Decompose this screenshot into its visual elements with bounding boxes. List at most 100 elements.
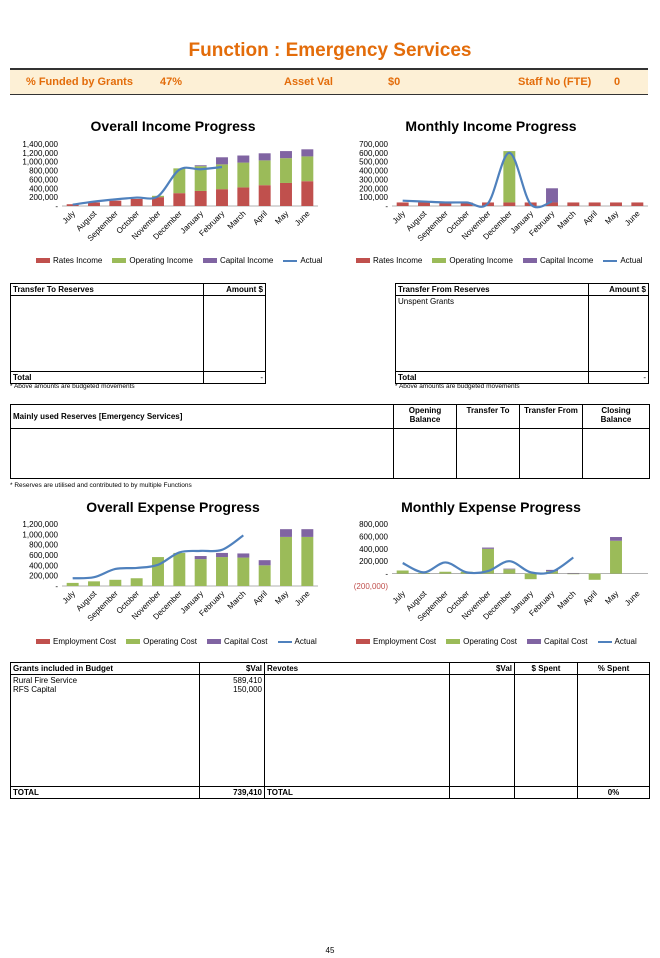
x-tick-label: March	[556, 209, 578, 231]
x-tick-label: June	[623, 209, 642, 228]
monthly-income-chart: 700,000600,000500,000400,000300,000200,0…	[359, 140, 648, 243]
legend-item: Rates Income	[356, 256, 422, 265]
bar-segment	[216, 557, 228, 586]
transfer-to-note: * Above amounts are budgeted movements	[10, 383, 135, 390]
bar-segment	[258, 560, 271, 566]
bar-segment	[280, 536, 292, 586]
revotes-total-label: TOTAL	[264, 786, 450, 799]
bar-segment	[216, 552, 228, 558]
grants-total-label: TOTAL	[10, 786, 200, 799]
grants-header: Grants included in Budget	[10, 662, 200, 675]
legend-item: Rates Income	[36, 256, 102, 265]
bar-segment	[237, 553, 250, 558]
grants-revotes-table: Grants included in Budget $Val Revotes $…	[10, 662, 650, 799]
page-title: Function : Emergency Services	[188, 40, 472, 61]
legend-label: Operating Cost	[463, 637, 517, 646]
actual-line	[402, 556, 574, 575]
legend-swatch	[126, 639, 141, 644]
legend-label: Actual	[300, 256, 323, 265]
reserves-header: Mainly used Reserves [Emergency Services…	[10, 404, 394, 429]
bar-segment	[588, 202, 601, 206]
transfer-from-total-value: -	[588, 371, 649, 384]
grants-total-value: 739,410	[199, 786, 265, 799]
y-tick-label: 400,000	[29, 561, 58, 570]
revotes-header: Revotes	[264, 662, 450, 675]
legend-item: Operating Cost	[126, 637, 197, 646]
legend-label: Rates Income	[53, 256, 103, 265]
bar-segment	[237, 187, 250, 206]
y-tick-label: 300,000	[359, 175, 388, 184]
bar-segment	[482, 547, 494, 549]
legend-swatch	[36, 639, 50, 644]
revotes-val-header: $Val	[449, 662, 515, 675]
bar-segment	[439, 571, 452, 574]
bar-segment	[396, 570, 409, 574]
y-tick-label: 1,000,000	[22, 530, 58, 539]
y-tick-label: 600,000	[359, 149, 388, 158]
bar-segment	[194, 559, 207, 586]
y-tick-label: 200,000	[359, 557, 388, 566]
x-tick-label: July	[61, 209, 77, 225]
bar-segment	[439, 202, 452, 206]
bar-segment	[258, 185, 271, 206]
bar-segment	[152, 557, 164, 586]
summary-band: % Funded by Grants 47% Asset Val $0 Staf…	[10, 68, 648, 95]
reserves-col-transfer-to: Transfer To	[456, 404, 520, 429]
bar-segment	[109, 200, 122, 206]
y-tick-label: 600,000	[29, 175, 58, 184]
bar-segment	[237, 557, 250, 586]
bar-segment	[301, 181, 314, 206]
x-tick-label: June	[293, 209, 312, 228]
chart-title-overall-income: Overall Income Progress	[90, 118, 256, 134]
revotes-pct-header: % Spent	[577, 662, 650, 675]
legend-item: Operating Cost	[446, 637, 517, 646]
y-tick-label: -	[55, 202, 58, 211]
bar-segment	[109, 579, 122, 586]
legend-swatch	[526, 639, 541, 644]
x-tick-label: April	[581, 589, 599, 607]
funded-value: 47%	[160, 76, 183, 88]
y-tick-label: 200,000	[29, 193, 58, 202]
legend-label: Operating Income	[129, 256, 193, 265]
bar-segment	[610, 202, 622, 206]
bar-segment	[588, 573, 601, 580]
bar-segment	[567, 572, 580, 574]
legend-label: Rates Income	[373, 256, 423, 265]
revotes-spent-header: $ Spent	[514, 662, 578, 675]
grant-row-name: Rural Fire Service	[13, 676, 78, 685]
chart-title-monthly-income: Monthly Income Progress	[405, 118, 577, 134]
grant-row-val: 150,000	[233, 685, 262, 694]
legend-swatch	[356, 258, 370, 263]
legend-item: Actual	[277, 637, 317, 646]
bar-segment	[418, 202, 430, 206]
transfer-to-amount-header: Amount $	[203, 283, 266, 296]
bar-segment	[503, 568, 516, 570]
y-tick-label: -	[385, 202, 388, 211]
legend-label: Capital Income	[219, 256, 274, 265]
chart-title-monthly-expense: Monthly Expense Progress	[401, 499, 581, 515]
bar-segment	[173, 552, 186, 586]
bar-segment	[610, 537, 622, 541]
transfer-from-note: * Above amounts are budgeted movements	[395, 383, 520, 390]
transfer-to-total-label: Total	[10, 371, 204, 384]
bar-segment	[503, 569, 516, 574]
staff-label: Staff No (FTE)	[518, 76, 592, 88]
bar-segment	[216, 164, 228, 190]
y-tick-label: 600,000	[29, 551, 58, 560]
y-tick-label: 1,400,000	[22, 140, 58, 149]
x-tick-label: March	[226, 589, 248, 611]
legend-item: Capital Cost	[206, 637, 268, 646]
legend-item: Operating Income	[432, 256, 513, 265]
legend-label: Capital Cost	[223, 637, 268, 646]
bar-segment	[88, 581, 100, 586]
bar-segment	[258, 565, 271, 586]
chart-title-overall-expense: Overall Expense Progress	[86, 499, 260, 515]
monthly-income-legend: Rates Income Operating Income Capital Inco…	[356, 256, 643, 265]
x-tick-label: May	[273, 209, 290, 226]
bar-segment	[216, 189, 228, 206]
bar-segment	[396, 202, 409, 206]
overall-expense-legend: Employment Cost Operating Cost Capital Cos…	[36, 637, 317, 646]
y-tick-label: 500,000	[359, 158, 388, 167]
y-tick-label: -	[55, 582, 58, 591]
